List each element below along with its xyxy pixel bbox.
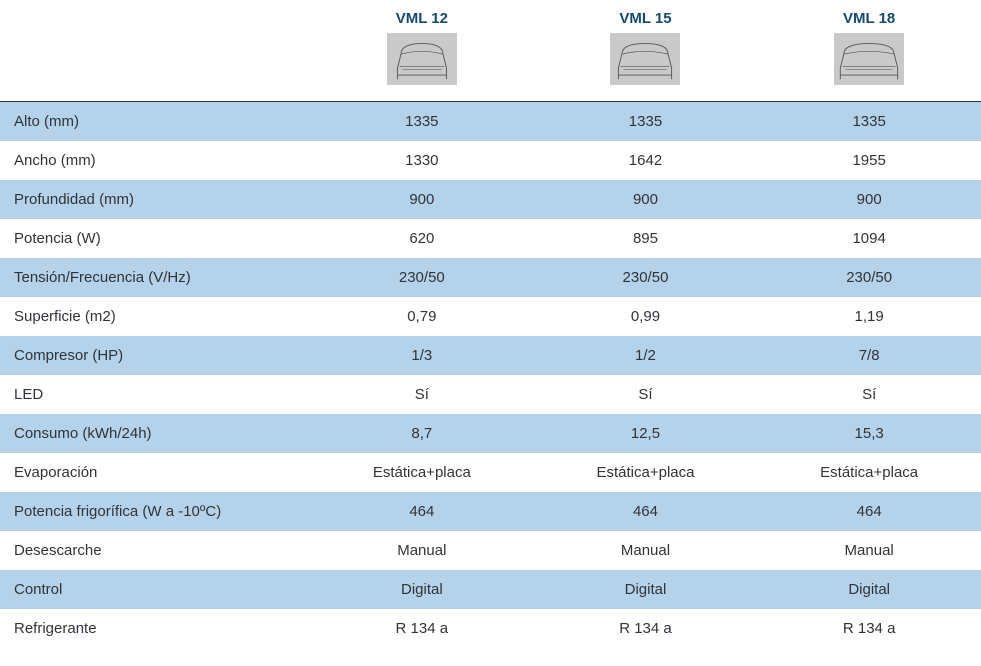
row-label: Desescarche [0, 531, 310, 570]
cell-value: 230/50 [310, 258, 534, 297]
comparison-table: VML 12 VML 15 [0, 0, 981, 648]
row-label: Potencia frigorífica (W a -10ºC) [0, 492, 310, 531]
header-product-0: VML 12 [310, 0, 534, 102]
row-label: Potencia (W) [0, 219, 310, 258]
row-label: Tensión/Frecuencia (V/Hz) [0, 258, 310, 297]
table-row: Tensión/Frecuencia (V/Hz)230/50230/50230… [0, 258, 981, 297]
row-label: Evaporación [0, 453, 310, 492]
header-product-1: VML 15 [534, 0, 758, 102]
product-name: VML 18 [843, 10, 895, 27]
cell-value: 0,79 [310, 297, 534, 336]
cell-value: Manual [757, 531, 981, 570]
cell-value: R 134 a [534, 609, 758, 648]
table-row: RefrigeranteR 134 aR 134 aR 134 a [0, 609, 981, 648]
table-row: DesescarcheManualManualManual [0, 531, 981, 570]
row-label: Superficie (m2) [0, 297, 310, 336]
product-name: VML 15 [619, 10, 671, 27]
cell-value: 1,19 [757, 297, 981, 336]
cell-value: 12,5 [534, 414, 758, 453]
table-header-row: VML 12 VML 15 [0, 0, 981, 102]
cell-value: 464 [310, 492, 534, 531]
cell-value: 1335 [534, 102, 758, 141]
cell-value: Digital [310, 570, 534, 609]
table-row: Consumo (kWh/24h)8,712,515,3 [0, 414, 981, 453]
header-empty [0, 0, 310, 102]
row-label: LED [0, 375, 310, 414]
cell-value: 230/50 [757, 258, 981, 297]
cell-value: Estática+placa [534, 453, 758, 492]
row-label: Profundidad (mm) [0, 180, 310, 219]
display-case-icon [387, 33, 457, 85]
cell-value: R 134 a [757, 609, 981, 648]
cell-value: 7/8 [757, 336, 981, 375]
table-row: Profundidad (mm)900900900 [0, 180, 981, 219]
table-row: Potencia frigorífica (W a -10ºC)46446446… [0, 492, 981, 531]
cell-value: 1955 [757, 141, 981, 180]
cell-value: Digital [757, 570, 981, 609]
cell-value: 15,3 [757, 414, 981, 453]
table-row: EvaporaciónEstática+placaEstática+placaE… [0, 453, 981, 492]
cell-value: 895 [534, 219, 758, 258]
table-row: Potencia (W)6208951094 [0, 219, 981, 258]
cell-value: 0,99 [534, 297, 758, 336]
table-row: ControlDigitalDigitalDigital [0, 570, 981, 609]
row-label: Ancho (mm) [0, 141, 310, 180]
cell-value: 1330 [310, 141, 534, 180]
table-row: Alto (mm)133513351335 [0, 102, 981, 141]
cell-value: 8,7 [310, 414, 534, 453]
cell-value: Sí [534, 375, 758, 414]
cell-value: 900 [757, 180, 981, 219]
header-product-2: VML 18 [757, 0, 981, 102]
row-label: Control [0, 570, 310, 609]
table-row: Compresor (HP)1/31/27/8 [0, 336, 981, 375]
cell-value: Manual [534, 531, 758, 570]
cell-value: 900 [310, 180, 534, 219]
cell-value: 1094 [757, 219, 981, 258]
product-name: VML 12 [396, 10, 448, 27]
cell-value: 230/50 [534, 258, 758, 297]
table-row: LEDSíSíSí [0, 375, 981, 414]
table-row: Ancho (mm)133016421955 [0, 141, 981, 180]
cell-value: Sí [310, 375, 534, 414]
cell-value: Estática+placa [757, 453, 981, 492]
cell-value: 1335 [757, 102, 981, 141]
cell-value: 1/2 [534, 336, 758, 375]
cell-value: R 134 a [310, 609, 534, 648]
row-label: Compresor (HP) [0, 336, 310, 375]
cell-value: 900 [534, 180, 758, 219]
cell-value: Manual [310, 531, 534, 570]
cell-value: 464 [534, 492, 758, 531]
cell-value: Digital [534, 570, 758, 609]
row-label: Alto (mm) [0, 102, 310, 141]
row-label: Consumo (kWh/24h) [0, 414, 310, 453]
row-label: Refrigerante [0, 609, 310, 648]
cell-value: Sí [757, 375, 981, 414]
cell-value: Estática+placa [310, 453, 534, 492]
display-case-icon [610, 33, 680, 85]
display-case-icon [834, 33, 904, 85]
cell-value: 464 [757, 492, 981, 531]
cell-value: 1335 [310, 102, 534, 141]
cell-value: 1/3 [310, 336, 534, 375]
table-row: Superficie (m2)0,790,991,19 [0, 297, 981, 336]
cell-value: 620 [310, 219, 534, 258]
cell-value: 1642 [534, 141, 758, 180]
